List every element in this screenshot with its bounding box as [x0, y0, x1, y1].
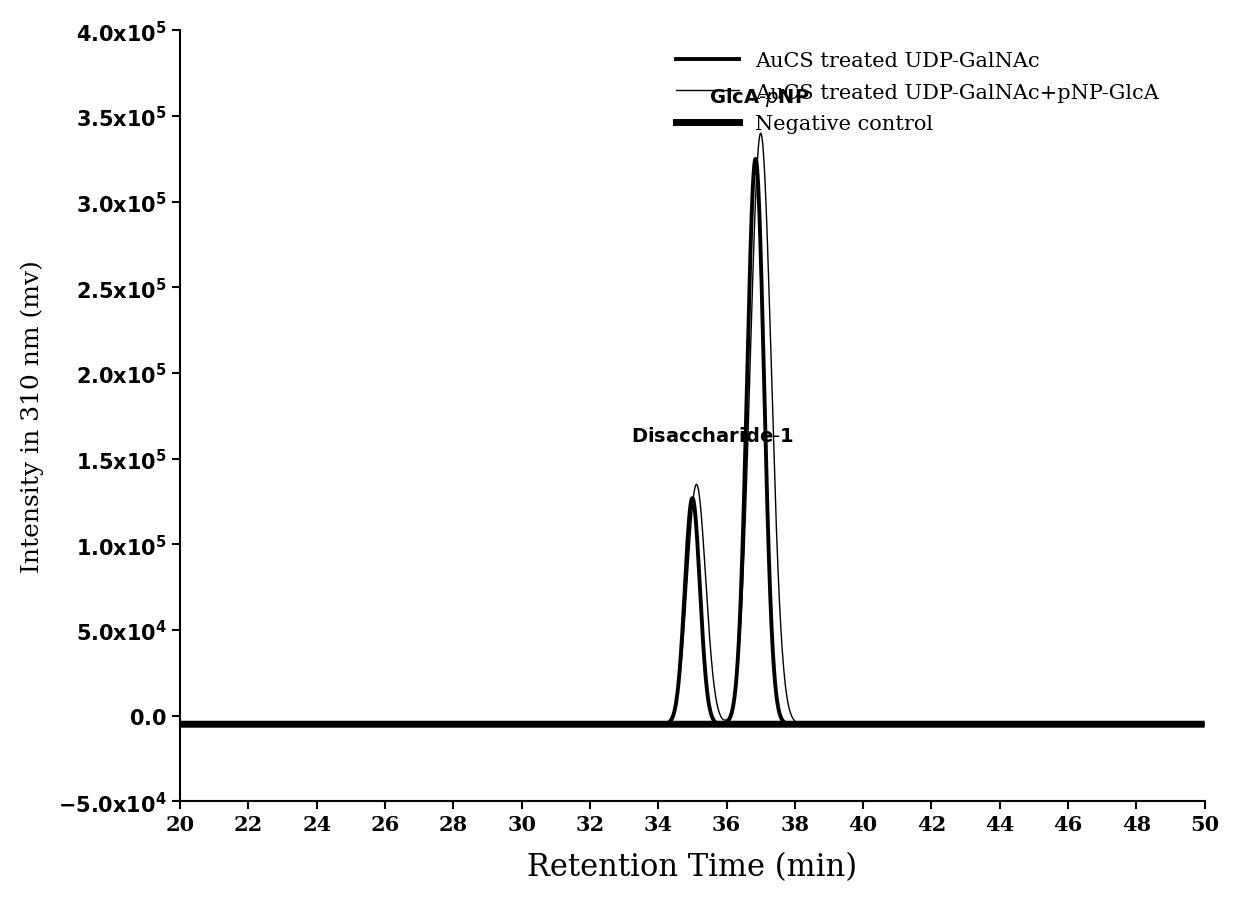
- Legend: AuCS treated UDP-GalNAc, AuCS treated UDP-GalNAc+pNP-GlcA, Negative control: AuCS treated UDP-GalNAc, AuCS treated UD…: [666, 42, 1169, 144]
- Text: $\bf{GlcA\text{-}}$$\mathit{p}$$\bf{NP}$: $\bf{GlcA\text{-}}$$\mathit{p}$$\bf{NP}$: [709, 86, 810, 108]
- Text: $\bf{Disaccharide\text{-}1}$: $\bf{Disaccharide\text{-}1}$: [631, 426, 794, 445]
- X-axis label: Retention Time (min): Retention Time (min): [527, 852, 857, 882]
- Y-axis label: Intensity in 310 nm (mv): Intensity in 310 nm (mv): [21, 260, 45, 573]
